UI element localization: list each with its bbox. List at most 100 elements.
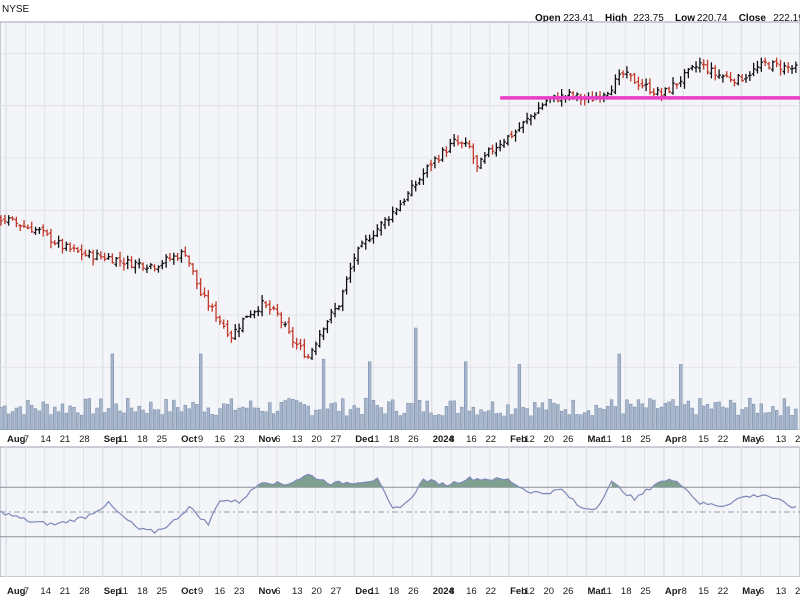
x-tick-label: 26 (408, 434, 419, 445)
ohlc-bar (314, 341, 318, 356)
volume-bar (640, 403, 644, 431)
ohlc-bar (22, 220, 26, 228)
volume-bar (498, 412, 502, 431)
x-tick-label: 18 (389, 586, 400, 597)
ohlc-bar (632, 72, 637, 84)
volume-bar (141, 409, 145, 431)
ohlc-bar (291, 326, 295, 348)
ohlc-bar (717, 69, 721, 79)
ohlc-bar (705, 59, 710, 75)
rsi-line (0, 473, 797, 534)
ohlc-bar (709, 62, 714, 79)
ohlc-label-1: High (605, 13, 627, 24)
volume-bar (333, 402, 337, 431)
volume-bar (295, 400, 299, 431)
ohlc-bar (233, 324, 238, 340)
ohlc-bar (494, 142, 499, 157)
ohlc-bar (110, 253, 115, 264)
x-tick-label: 28 (79, 586, 90, 597)
volume-bar (636, 399, 641, 431)
rsi-panel (0, 446, 800, 578)
ohlc-bar (248, 310, 253, 319)
ohlc-bar (6, 215, 11, 226)
ohlc-bar (206, 290, 211, 311)
ohlc-bar (667, 86, 671, 94)
x-tick-label: 11 (118, 434, 128, 445)
volume-bar (721, 406, 725, 431)
x-tick-label: 20 (544, 586, 555, 597)
volume-bar (356, 407, 360, 431)
ohlc-bar (221, 319, 226, 329)
ohlc-bar (45, 229, 49, 237)
ohlc-bar (317, 329, 322, 348)
x-tick-label: 9 (198, 586, 203, 597)
x-tick-label: 22 (485, 586, 496, 597)
rsi-grid (0, 447, 800, 577)
ohlc-bar (333, 302, 337, 318)
volume-bar (371, 400, 376, 431)
volume-bar (318, 409, 322, 431)
volume-bar (99, 398, 103, 431)
volume-bar (229, 398, 234, 431)
x-tick-label: Oct (181, 586, 198, 597)
x-tick-label: 18 (137, 434, 148, 445)
volume-bar (694, 414, 698, 431)
ohlc-bar (52, 240, 57, 246)
ohlc-bar (721, 74, 725, 83)
ohlc-bar (440, 147, 445, 162)
volume-bar (663, 403, 667, 431)
volume-bar (475, 414, 479, 431)
ohlc-bar (56, 235, 61, 248)
ohlc-bar (682, 68, 687, 89)
volume-bar (463, 361, 468, 431)
ohlc-bar (748, 71, 752, 81)
ohlc-bar (744, 73, 748, 83)
ohlc-bar (325, 320, 330, 334)
x-tick-label: 20 (795, 586, 800, 597)
volume-bar (241, 406, 245, 431)
volume-bar (575, 414, 579, 431)
x-tick-label: May (742, 586, 761, 597)
ohlc-bar (774, 57, 779, 68)
volume-bar (671, 399, 675, 431)
volume-bar (590, 415, 595, 431)
volume-bars (0, 327, 798, 431)
ohlc-bar (410, 180, 414, 197)
x-tick-label: 13 (776, 434, 787, 445)
volume-bar (133, 411, 138, 431)
ohlc-bar (187, 255, 191, 267)
ohlc-bar (402, 198, 406, 206)
ohlc-bar (475, 155, 479, 172)
ohlc-bar (644, 78, 648, 92)
x-tick-label: 7 (24, 434, 29, 445)
volume-bar (713, 402, 717, 431)
ohlc-bar (367, 234, 372, 243)
x-tick-label: Oct (181, 434, 198, 445)
ohlc-bar (701, 59, 706, 70)
ohlc-bar (736, 73, 741, 86)
volume-bar (321, 358, 326, 431)
ohlc-bar (244, 315, 249, 318)
ohlc-bar (536, 102, 541, 114)
x-tick-label: 11 (370, 434, 380, 445)
volume-bar (433, 415, 437, 431)
volume-bar (341, 398, 345, 431)
volume-bar (206, 407, 211, 431)
volume-bar (794, 408, 798, 431)
ohlc-bar (364, 234, 368, 250)
ohlc-bar (137, 258, 142, 269)
x-tick-label: 2024 (433, 586, 455, 597)
volume-bar (118, 410, 122, 431)
volume-bar (698, 398, 702, 431)
ohlc-bar (521, 120, 526, 134)
volume-bar (471, 406, 475, 431)
ohlc-bar (33, 226, 38, 235)
ohlc-bar (460, 141, 464, 149)
price-panel (0, 21, 800, 431)
volume-bar (659, 406, 664, 431)
volume-bar (487, 410, 491, 431)
x-tick-label: 13 (776, 586, 787, 597)
volume-bar (68, 405, 72, 431)
